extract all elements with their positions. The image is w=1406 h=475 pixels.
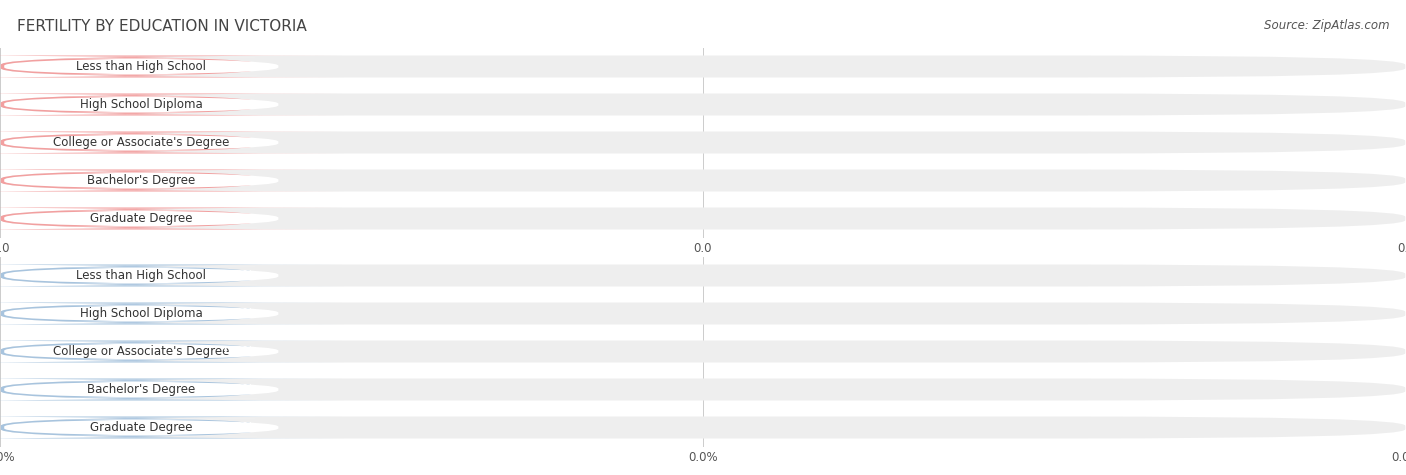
Text: High School Diploma: High School Diploma bbox=[80, 307, 202, 320]
Text: 0.0%: 0.0% bbox=[224, 308, 254, 319]
FancyBboxPatch shape bbox=[1, 265, 1406, 286]
FancyBboxPatch shape bbox=[0, 379, 343, 400]
FancyBboxPatch shape bbox=[0, 267, 291, 284]
FancyBboxPatch shape bbox=[1, 208, 1406, 229]
Text: Bachelor's Degree: Bachelor's Degree bbox=[87, 383, 195, 396]
FancyBboxPatch shape bbox=[1, 132, 1406, 153]
Text: 0.0: 0.0 bbox=[235, 137, 254, 148]
FancyBboxPatch shape bbox=[0, 172, 291, 189]
FancyBboxPatch shape bbox=[0, 134, 291, 151]
Text: Source: ZipAtlas.com: Source: ZipAtlas.com bbox=[1264, 19, 1389, 32]
FancyBboxPatch shape bbox=[0, 417, 343, 438]
FancyBboxPatch shape bbox=[0, 419, 291, 436]
Text: 0.0%: 0.0% bbox=[224, 422, 254, 433]
Text: 0.0%: 0.0% bbox=[224, 346, 254, 357]
FancyBboxPatch shape bbox=[0, 208, 343, 229]
FancyBboxPatch shape bbox=[1, 379, 1406, 400]
Text: 0.0: 0.0 bbox=[235, 213, 254, 224]
Text: Less than High School: Less than High School bbox=[76, 60, 207, 73]
FancyBboxPatch shape bbox=[0, 381, 291, 398]
FancyBboxPatch shape bbox=[1, 94, 1406, 115]
FancyBboxPatch shape bbox=[0, 341, 343, 362]
FancyBboxPatch shape bbox=[0, 58, 291, 75]
Text: 0.0%: 0.0% bbox=[224, 270, 254, 281]
Text: 0.0: 0.0 bbox=[235, 99, 254, 110]
FancyBboxPatch shape bbox=[0, 132, 343, 153]
FancyBboxPatch shape bbox=[0, 56, 343, 77]
FancyBboxPatch shape bbox=[1, 303, 1406, 324]
FancyBboxPatch shape bbox=[0, 96, 291, 113]
Text: Graduate Degree: Graduate Degree bbox=[90, 421, 193, 434]
Text: College or Associate's Degree: College or Associate's Degree bbox=[53, 136, 229, 149]
Text: 0.0%: 0.0% bbox=[224, 384, 254, 395]
Text: FERTILITY BY EDUCATION IN VICTORIA: FERTILITY BY EDUCATION IN VICTORIA bbox=[17, 19, 307, 34]
FancyBboxPatch shape bbox=[0, 303, 343, 324]
FancyBboxPatch shape bbox=[0, 265, 343, 286]
FancyBboxPatch shape bbox=[1, 170, 1406, 191]
FancyBboxPatch shape bbox=[0, 94, 343, 115]
FancyBboxPatch shape bbox=[0, 170, 343, 191]
Text: Less than High School: Less than High School bbox=[76, 269, 207, 282]
Text: Bachelor's Degree: Bachelor's Degree bbox=[87, 174, 195, 187]
FancyBboxPatch shape bbox=[1, 417, 1406, 438]
Text: 0.0: 0.0 bbox=[235, 61, 254, 72]
Text: High School Diploma: High School Diploma bbox=[80, 98, 202, 111]
Text: Graduate Degree: Graduate Degree bbox=[90, 212, 193, 225]
FancyBboxPatch shape bbox=[1, 56, 1406, 77]
Text: 0.0: 0.0 bbox=[235, 175, 254, 186]
FancyBboxPatch shape bbox=[0, 343, 291, 360]
FancyBboxPatch shape bbox=[0, 305, 291, 322]
FancyBboxPatch shape bbox=[1, 341, 1406, 362]
Text: College or Associate's Degree: College or Associate's Degree bbox=[53, 345, 229, 358]
FancyBboxPatch shape bbox=[0, 210, 291, 227]
